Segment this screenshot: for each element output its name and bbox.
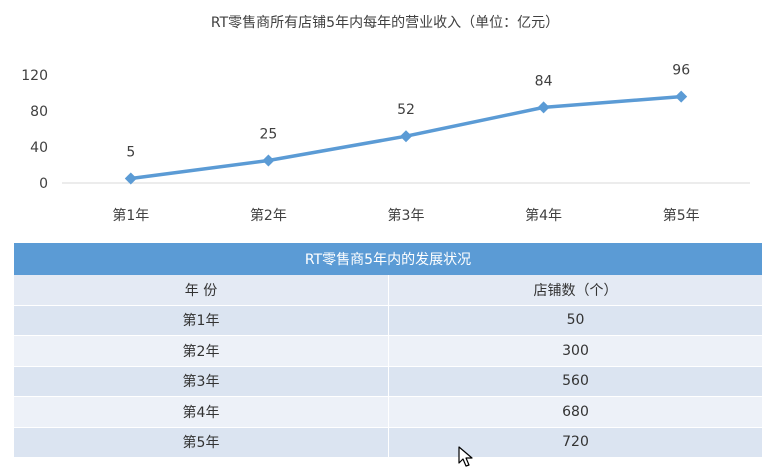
y-tick-label: 40	[30, 140, 48, 156]
cell-store-count: 680	[388, 396, 762, 427]
development-table: RT零售商5年内的发展状况 年 份 店铺数（个） 第1年 50 第2年 300 …	[14, 243, 762, 457]
cell-year: 第2年	[14, 335, 389, 366]
x-axis-ticks: 第1年 第2年 第3年 第4年 第5年	[112, 207, 699, 224]
data-label: 96	[672, 63, 690, 79]
x-tick-label: 第2年	[250, 207, 287, 224]
x-tick-label: 第1年	[112, 207, 149, 224]
x-tick-label: 第4年	[525, 207, 562, 224]
table-row: 第5年 720	[14, 426, 762, 457]
cell-year: 第4年	[14, 396, 389, 427]
x-tick-label: 第5年	[663, 207, 700, 224]
cell-store-count: 300	[388, 335, 762, 366]
data-labels: 5 25 52 84 96	[126, 63, 690, 161]
line-chart: 0 40 80 120 第1年 第2年 第3年 第4年 第5年 5 25 52 84 96	[21, 63, 750, 224]
data-label: 52	[397, 102, 415, 118]
y-tick-label: 120	[21, 68, 48, 84]
table-row: 第3年 560	[14, 365, 762, 397]
cell-store-count: 720	[388, 426, 762, 457]
x-tick-label: 第3年	[388, 207, 425, 224]
y-tick-label: 0	[39, 176, 48, 192]
data-point-marker	[537, 101, 550, 114]
data-label: 5	[126, 145, 135, 161]
data-label: 25	[259, 127, 277, 143]
table-caption: RT零售商5年内的发展状况	[14, 243, 762, 275]
cell-store-count: 50	[388, 304, 762, 336]
header-store-count: 店铺数（个）	[388, 275, 762, 305]
data-point-marker	[400, 130, 412, 143]
cell-year: 第1年	[14, 304, 389, 336]
table-header-row: 年 份 店铺数（个）	[14, 275, 762, 305]
table-row: 第1年 50	[14, 304, 762, 336]
chart-title: RT零售商所有店铺5年内每年的营业收入（单位：亿元）	[210, 15, 560, 31]
header-year: 年 份	[14, 275, 389, 305]
table-row: 第4年 680	[14, 396, 762, 427]
data-point-marker	[124, 172, 137, 185]
cell-year: 第5年	[14, 426, 389, 457]
cell-year: 第3年	[14, 365, 389, 397]
y-tick-label: 80	[30, 104, 48, 120]
data-label: 84	[535, 73, 553, 89]
cell-store-count: 560	[388, 365, 762, 397]
data-points	[124, 90, 688, 185]
table-row: 第2年 300	[14, 335, 762, 366]
data-point-marker	[262, 154, 275, 167]
y-axis-ticks: 0 40 80 120	[21, 68, 48, 192]
mouse-pointer-icon	[458, 446, 473, 467]
data-point-marker	[675, 90, 688, 103]
